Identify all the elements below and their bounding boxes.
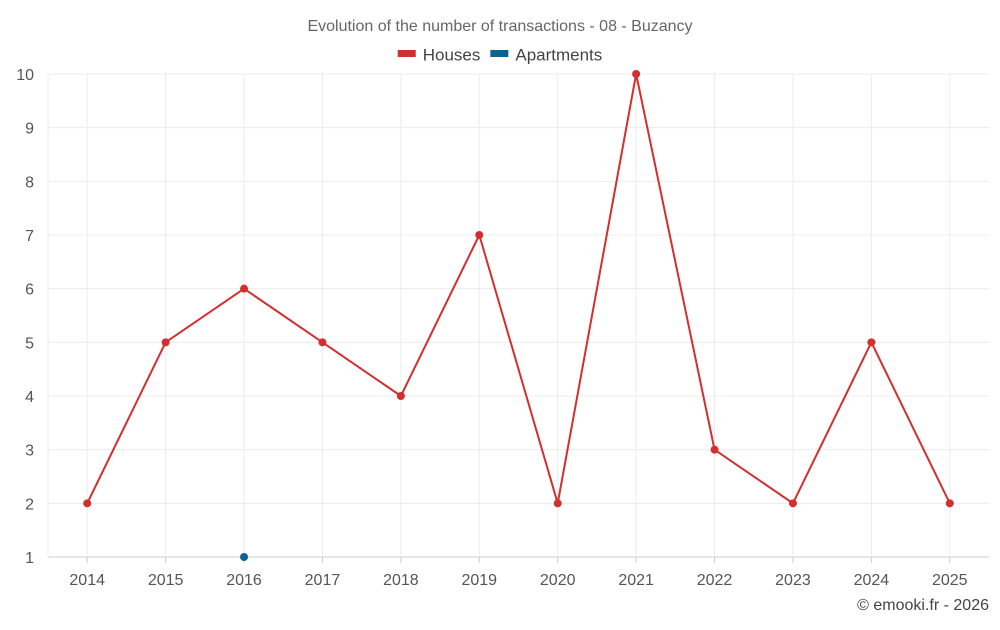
x-tick-label: 2019 [461,572,497,589]
credit-text: © emooki.fr - 2026 [857,597,989,614]
y-tick-label: 5 [25,335,34,352]
y-tick-label: 9 [25,121,34,138]
legend-label: Apartments [515,45,602,64]
axis-layer: 1 2 3 4 5 6 7 8 9 10 2014 2015 2016 2017 2018 2019 2020 2… [16,67,967,589]
x-tick-label: 2020 [540,572,576,589]
x-tick-label: 2025 [932,572,968,589]
chart-title: Evolution of the number of transactions … [307,18,692,35]
y-tick-label: 2 [25,496,34,513]
y-tick-label: 1 [25,550,34,567]
data-point-houses[interactable] [475,231,484,239]
data-point-houses[interactable] [83,499,92,508]
y-tick-label: 3 [25,443,34,460]
x-tick-label: 2015 [148,572,184,589]
legend: Houses Apartments [397,45,602,64]
data-point-houses[interactable] [318,338,327,347]
grid-layer [47,73,989,558]
data-point-houses[interactable] [396,392,405,400]
data-point-houses[interactable] [553,499,562,508]
y-tick-label: 4 [25,389,34,406]
legend-swatch [397,50,416,57]
data-point-houses[interactable] [867,338,876,347]
x-tick-label: 2016 [226,572,262,589]
legend-item-houses[interactable]: Houses [397,45,481,64]
x-tick-label: 2022 [697,572,733,589]
data-point-houses[interactable] [710,445,719,454]
legend-label: Houses [423,45,481,64]
y-tick-label: 7 [25,228,34,245]
x-tick-label: 2024 [854,572,890,589]
data-point-houses[interactable] [632,70,641,78]
data-point-houses[interactable] [240,284,249,293]
x-tick-label: 2021 [618,572,654,589]
series-layer [83,70,954,561]
legend-item-apartments[interactable]: Apartments [490,45,602,64]
series-line-houses [86,73,951,505]
x-tick-label: 2018 [383,572,419,589]
x-tick-label: 2017 [305,572,341,589]
data-point-houses[interactable] [788,499,797,508]
y-tick-label: 6 [25,282,34,299]
data-point-apartments[interactable] [240,553,249,561]
x-tick-label: 2023 [775,572,811,589]
y-tick-label: 8 [25,174,34,191]
y-tick-label: 10 [16,67,34,84]
data-point-houses[interactable] [945,499,954,508]
legend-swatch [490,50,509,57]
x-tick-label: 2014 [69,572,105,589]
data-point-houses[interactable] [161,338,170,347]
